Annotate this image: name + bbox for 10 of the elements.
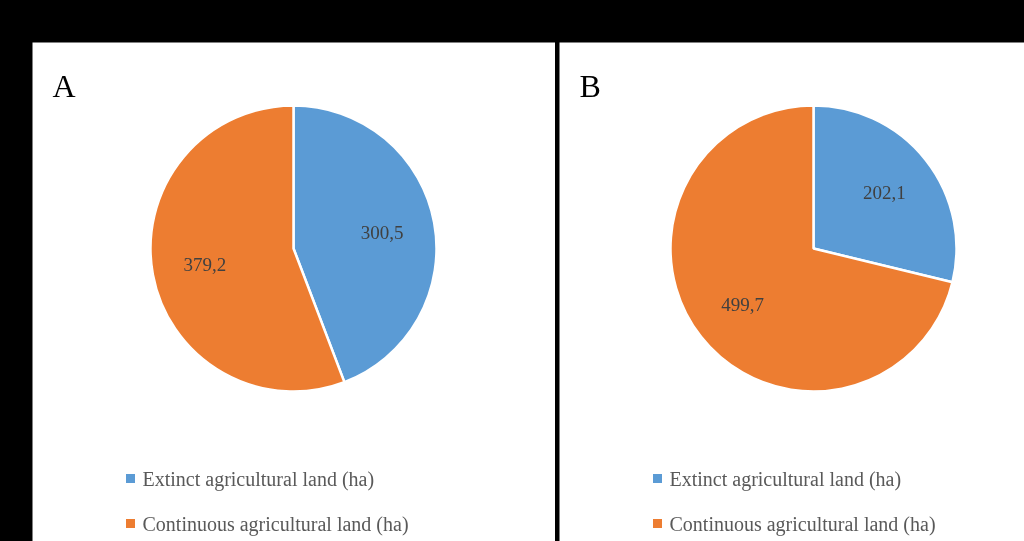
data-label: 379,2 bbox=[183, 254, 227, 276]
chart-title: A bbox=[52, 67, 76, 104]
legend-label: Continuous agricultural land (ha) bbox=[142, 512, 409, 536]
legend-label: Continuous agricultural land (ha) bbox=[669, 512, 936, 536]
data-label: 300,5 bbox=[360, 221, 404, 243]
data-label: 499,7 bbox=[721, 293, 765, 315]
legend-label: Extinct agricultural land (ha) bbox=[142, 467, 375, 491]
legend-label: Extinct agricultural land (ha) bbox=[669, 467, 902, 491]
data-label: 202,1 bbox=[862, 182, 906, 204]
chart-title: B bbox=[579, 67, 601, 104]
